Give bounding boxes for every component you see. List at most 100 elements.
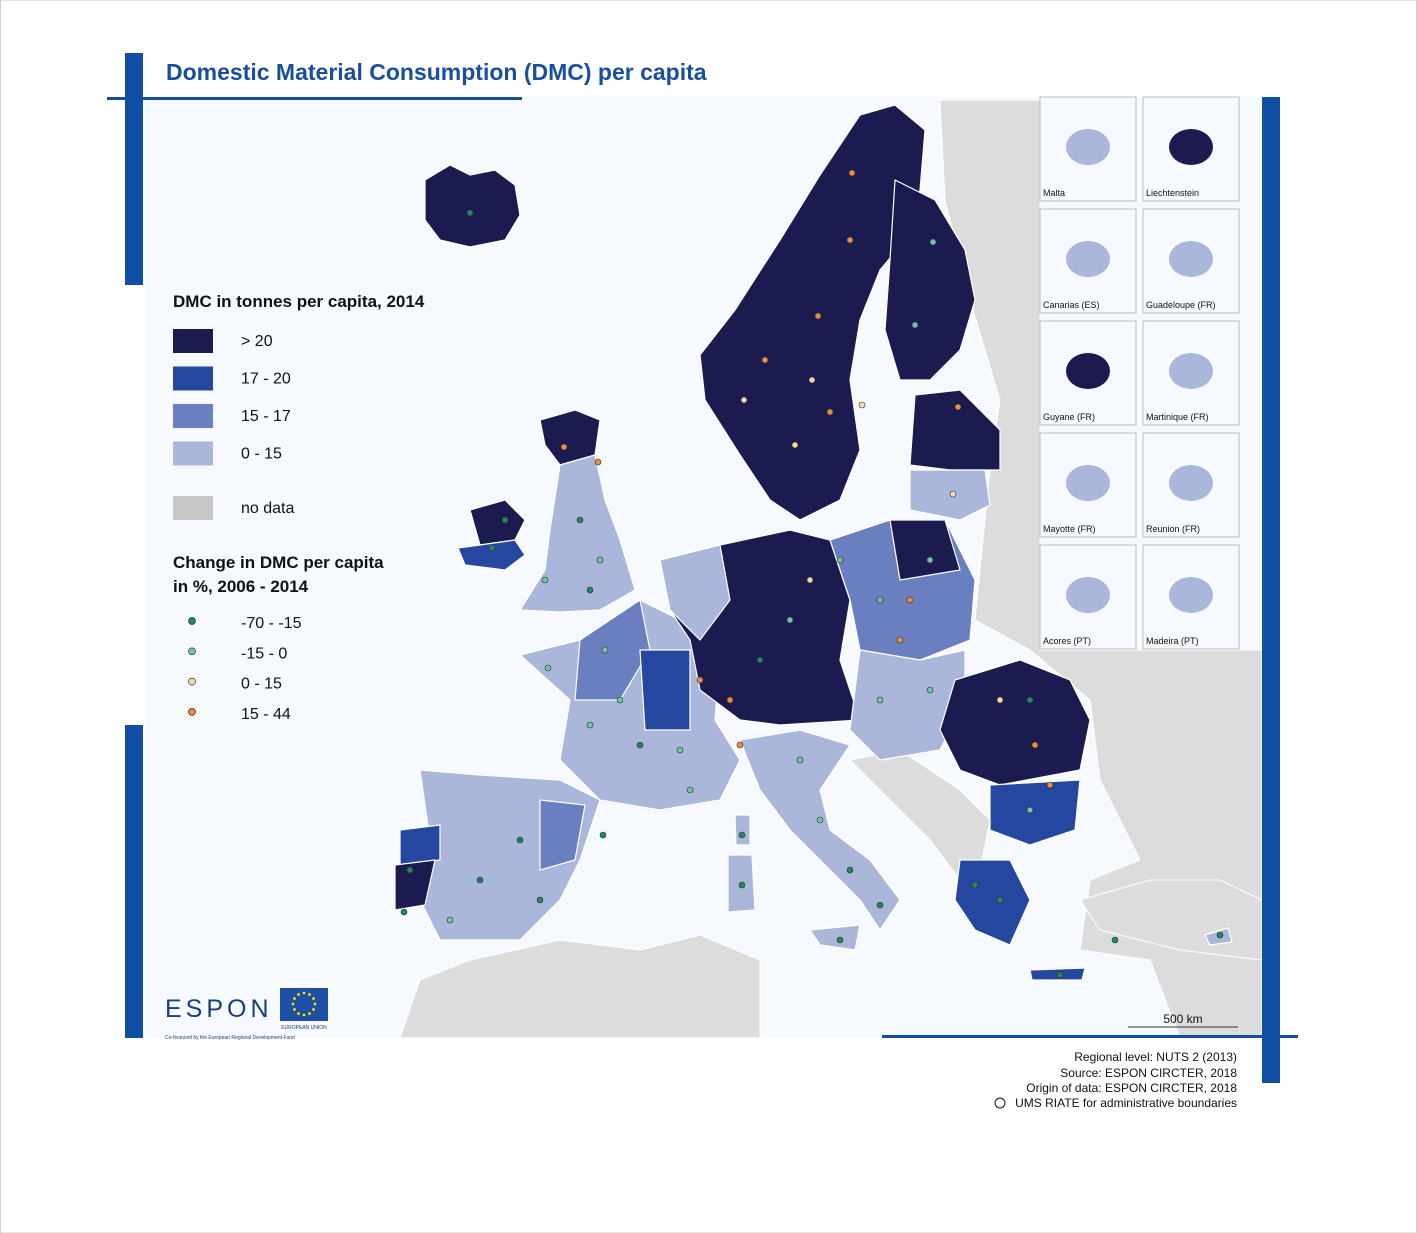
change-dot <box>400 908 408 916</box>
change-dot <box>1026 806 1034 814</box>
legend-label: 15 - 17 <box>241 408 291 425</box>
cofinanced-note: Co-financed by the European Regional Dev… <box>165 1035 295 1041</box>
legend-label: 17 - 20 <box>241 371 291 388</box>
change-dot <box>996 896 1004 904</box>
eu-star <box>313 1002 317 1006</box>
change-dot <box>616 696 624 704</box>
bulgaria <box>989 779 1081 846</box>
romania <box>939 659 1091 786</box>
inset-label: Reunion (FR) <box>1146 524 1200 534</box>
change-dot <box>560 443 568 451</box>
finland <box>884 179 976 381</box>
change-dot <box>836 556 844 564</box>
inset-land <box>1169 129 1213 165</box>
eu-stars <box>291 991 317 1017</box>
no-data-land <box>399 99 1263 1039</box>
legend-label: > 20 <box>241 333 273 350</box>
change-dot <box>1216 931 1224 939</box>
change-dot <box>596 556 604 564</box>
britain <box>519 454 636 613</box>
legend-label: 0 - 15 <box>241 446 282 463</box>
eu-star <box>308 1012 311 1015</box>
inset-land <box>1169 577 1213 613</box>
eu-star <box>297 993 300 996</box>
change-dot <box>501 516 509 524</box>
change-dot <box>1046 781 1054 789</box>
change-dot <box>814 312 822 320</box>
legend-label: -15 - 0 <box>241 645 287 662</box>
change-dot <box>929 238 937 246</box>
inset-land <box>1169 465 1213 501</box>
germany-west <box>659 544 731 641</box>
legend-label: 0 - 15 <box>241 676 282 693</box>
inset-label: Acores (PT) <box>1043 636 1091 646</box>
eu-star <box>302 991 306 995</box>
scandinavia <box>699 104 926 521</box>
inset-frame <box>1142 320 1240 426</box>
change-dot <box>601 646 609 654</box>
change-dot <box>576 516 584 524</box>
legend-title: DMC in tonnes per capita, 2014 <box>173 292 425 311</box>
legend-title: in %, 2006 - 2014 <box>173 577 309 596</box>
legend-label: 15 - 44 <box>241 706 291 723</box>
legend-label: no data <box>241 500 294 517</box>
change-dot <box>971 881 979 889</box>
change-dot <box>846 236 854 244</box>
change-dot <box>738 831 746 839</box>
inset-label: Martinique (FR) <box>1146 412 1209 422</box>
inset-label: Guyane (FR) <box>1043 412 1095 422</box>
change-dot <box>516 836 524 844</box>
note: Source: ESPON CIRCTER, 2018 <box>1060 1066 1237 1080</box>
cc-icon <box>994 1097 1006 1109</box>
change-dot <box>816 816 824 824</box>
change-dot <box>1111 936 1119 944</box>
change-dot <box>686 786 694 794</box>
change-dot <box>586 586 594 594</box>
regions <box>394 104 1233 981</box>
note: Regional level: NUTS 2 (2013) <box>1074 1050 1237 1064</box>
eu-star <box>293 997 296 1000</box>
inset-land <box>1066 129 1110 165</box>
inset-land <box>1169 353 1213 389</box>
change-dot <box>541 576 549 584</box>
change-dot <box>926 686 934 694</box>
change-dot <box>791 441 799 449</box>
sicily <box>809 924 861 951</box>
change-dot <box>594 458 602 466</box>
frame-bar <box>1262 97 1280 1083</box>
change-dot <box>836 936 844 944</box>
change-dot <box>1026 696 1034 704</box>
change-dot <box>954 403 962 411</box>
change-dot <box>846 866 854 874</box>
legend-swatch <box>173 496 213 520</box>
change-dot <box>406 866 414 874</box>
change-dot <box>696 676 704 684</box>
portugal-north <box>399 824 441 866</box>
inset-label: Mayotte (FR) <box>1043 524 1096 534</box>
change-dot <box>858 401 866 409</box>
inset-land <box>1169 241 1213 277</box>
iceland <box>424 164 521 248</box>
italy <box>739 729 901 931</box>
change-dot <box>906 596 914 604</box>
change-dot <box>466 209 474 217</box>
france-centre <box>639 649 691 731</box>
change-dot <box>761 356 769 364</box>
scale-label: 500 km <box>1163 1012 1202 1026</box>
change-dot <box>1056 971 1064 979</box>
poland-east <box>889 519 961 581</box>
change-dot <box>911 321 919 329</box>
inset-label: Canarias (ES) <box>1043 300 1100 310</box>
ireland-north <box>469 499 526 546</box>
change-dot <box>926 556 934 564</box>
change-dot <box>536 896 544 904</box>
change-dot <box>586 721 594 729</box>
change-dot <box>736 741 744 749</box>
change-dot <box>446 916 454 924</box>
estonia-latvia <box>909 389 1001 471</box>
eu-star <box>302 1013 306 1017</box>
inset-land <box>1066 353 1110 389</box>
eu-star <box>291 1002 295 1006</box>
frame-bar <box>125 53 143 285</box>
